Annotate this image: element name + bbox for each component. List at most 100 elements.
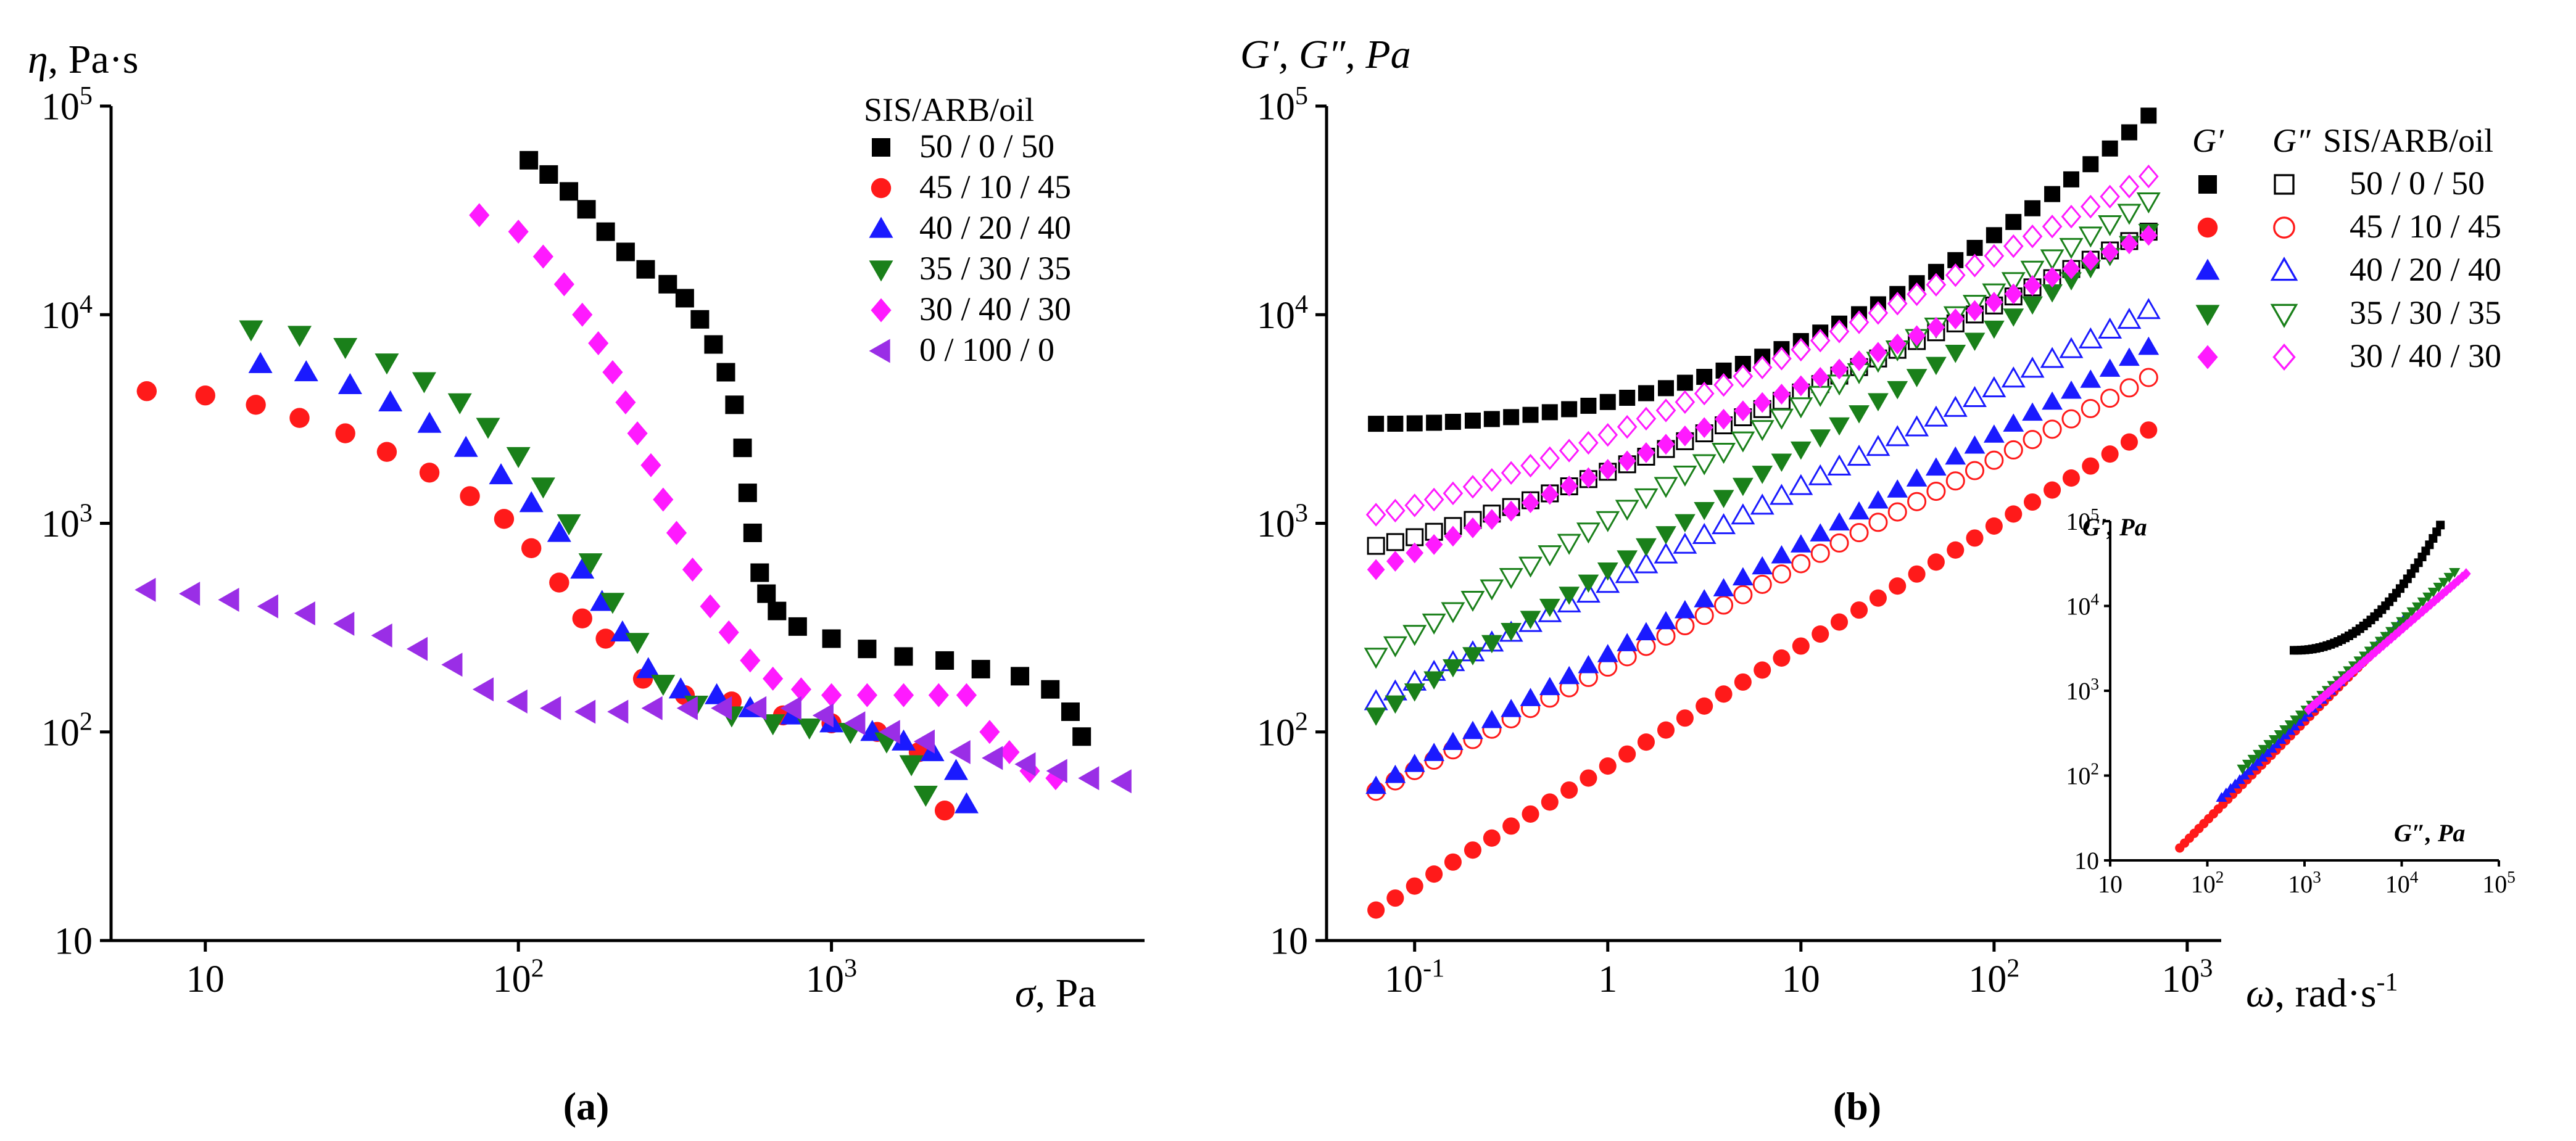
- data-point: [1812, 625, 1829, 643]
- data-point: [743, 523, 762, 542]
- panel-b-x-label: ω, rad·s-1: [2246, 968, 2398, 1016]
- data-point: [1712, 443, 1736, 464]
- data-point: [1713, 373, 1734, 397]
- data-point: [2061, 204, 2082, 229]
- data-point: [740, 648, 761, 673]
- data-point: [1713, 578, 1734, 596]
- data-point: [577, 200, 596, 219]
- panel-a-points: [135, 150, 1132, 821]
- data-point: [460, 486, 480, 506]
- inset-axes: [2109, 521, 2499, 862]
- data-point: [1869, 342, 1887, 363]
- data-point: [1676, 709, 1694, 727]
- x-tick-label: 10-1: [1385, 954, 1444, 1000]
- data-point: [1655, 526, 1676, 545]
- data-point: [858, 640, 877, 659]
- data-point: [1636, 538, 1657, 557]
- data-point: [928, 683, 949, 707]
- data-point: [1731, 503, 1755, 525]
- data-point: [1673, 465, 1697, 487]
- data-point: [2101, 241, 2119, 263]
- data-point: [2390, 629, 2400, 641]
- x-tick-label: 105: [2482, 868, 2516, 898]
- data-point: [1406, 415, 1423, 432]
- data-point: [2062, 469, 2080, 487]
- data-point: [1692, 522, 1717, 544]
- data-point: [745, 696, 767, 720]
- data-point: [1580, 769, 1597, 787]
- data-point: [1520, 688, 1541, 706]
- data-point: [508, 220, 529, 244]
- data-point: [1773, 384, 1791, 405]
- data-point: [2139, 224, 2158, 246]
- panel-b-y-label: G′, G″, Pa: [1240, 32, 1411, 77]
- data-point: [979, 720, 1000, 744]
- data-point: [607, 699, 629, 724]
- data-point: [682, 558, 703, 582]
- y-tick-label: 102: [1257, 707, 1308, 754]
- data-point: [641, 696, 663, 720]
- data-point: [1811, 367, 1829, 388]
- data-point: [879, 720, 900, 744]
- data-point: [1926, 273, 1947, 297]
- data-point: [934, 800, 955, 821]
- data-point: [1576, 522, 1601, 544]
- legend-marker-gdoubleprime: [2270, 257, 2298, 281]
- data-point: [2042, 391, 2063, 410]
- data-point: [2364, 646, 2375, 657]
- data-point: [2295, 711, 2307, 721]
- data-point: [1692, 454, 1717, 476]
- data-point: [506, 689, 528, 714]
- data-point: [2098, 215, 2123, 237]
- legend-label: 30 / 40 / 30: [2350, 337, 2501, 374]
- data-point: [1385, 695, 1406, 714]
- data-point: [469, 203, 490, 228]
- data-point: [780, 696, 801, 720]
- data-point: [1769, 484, 1794, 505]
- data-point: [2120, 433, 2138, 451]
- data-point: [453, 435, 478, 457]
- data-point: [2040, 347, 2065, 368]
- data-point: [2004, 283, 2023, 305]
- data-point: [2003, 440, 2023, 459]
- legend-marker-gdoubleprime: [2274, 174, 2295, 195]
- data-point: [1061, 702, 1080, 721]
- data-point: [1752, 574, 1772, 594]
- data-point: [625, 633, 650, 654]
- data-point: [560, 182, 579, 201]
- data-point: [913, 785, 938, 807]
- data-point: [1964, 435, 1986, 454]
- data-point: [239, 320, 263, 342]
- legend-label: 50 / 0 / 50: [2350, 165, 2485, 202]
- data-point: [2303, 704, 2314, 715]
- panel-b-x-label-symbol: ω: [2246, 971, 2275, 1016]
- data-point: [1771, 545, 1792, 564]
- data-point: [1520, 611, 1541, 630]
- legend-marker-gdoubleprime: [2273, 216, 2295, 239]
- data-point: [949, 740, 971, 765]
- data-point: [1462, 647, 1483, 665]
- data-point: [1769, 408, 1794, 430]
- data-point: [1696, 697, 1713, 715]
- y-tick-label: 104: [41, 290, 93, 337]
- data-point: [1966, 300, 1984, 321]
- panel-b-x-label-exponent: -1: [2377, 968, 2398, 997]
- data-point: [2098, 317, 2123, 339]
- data-point: [378, 390, 403, 412]
- data-point: [1503, 409, 1520, 426]
- data-point: [1966, 239, 1983, 256]
- data-point: [1694, 606, 1714, 625]
- data-point: [844, 711, 866, 736]
- data-point: [1655, 611, 1676, 630]
- data-point: [2237, 764, 2248, 775]
- y-tick-label: 105: [2066, 505, 2099, 535]
- data-point: [2401, 612, 2412, 622]
- data-point: [489, 463, 513, 485]
- data-point: [1868, 301, 1889, 325]
- data-point: [763, 666, 784, 691]
- data-point: [1365, 775, 1387, 794]
- data-point: [1619, 389, 1636, 406]
- data-point: [738, 484, 757, 503]
- data-point: [2001, 366, 2026, 388]
- legend-marker: [869, 339, 890, 363]
